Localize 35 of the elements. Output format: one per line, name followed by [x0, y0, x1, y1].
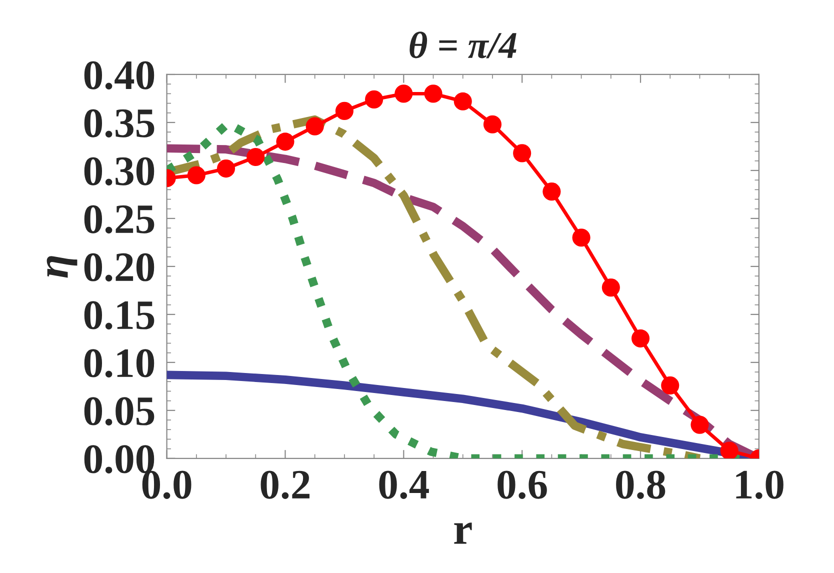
point: [720, 442, 738, 458]
chart-title: θ = π/4: [410, 32, 516, 58]
point: [602, 278, 620, 297]
point: [394, 84, 413, 103]
y-tick-label: 0.30: [84, 157, 154, 186]
point: [276, 132, 294, 151]
point: [365, 90, 384, 108]
point: [216, 160, 236, 178]
point: [483, 115, 502, 134]
point: [690, 416, 709, 434]
y-tick-label: 0.40: [84, 61, 154, 90]
x-tick-label: 0.2: [260, 470, 310, 500]
point: [187, 166, 206, 184]
point: [335, 102, 354, 120]
x-tick-label: 1.0: [736, 470, 784, 500]
y-tick-label: 0.10: [84, 349, 154, 378]
x-tick-label: 0.4: [379, 470, 429, 500]
point: [424, 84, 442, 103]
point: [661, 376, 680, 394]
y-tick-label: 0.15: [84, 301, 154, 330]
point: [246, 148, 265, 166]
point: [572, 228, 590, 247]
point: [542, 182, 561, 201]
x-tick-label: 0.8: [616, 470, 666, 500]
point: [631, 329, 650, 348]
point: [306, 117, 324, 136]
x-axis-title: r: [454, 522, 472, 544]
x-tick-label: 0.6: [498, 470, 547, 500]
y-tick-label: 0.05: [84, 397, 154, 426]
y-axis-title: η: [46, 256, 78, 278]
y-tick-label: 0.25: [84, 205, 154, 234]
y-tick-label: 0.35: [84, 109, 154, 138]
point: [513, 144, 532, 162]
y-tick-label: 0.20: [84, 253, 154, 282]
point: [454, 92, 472, 110]
